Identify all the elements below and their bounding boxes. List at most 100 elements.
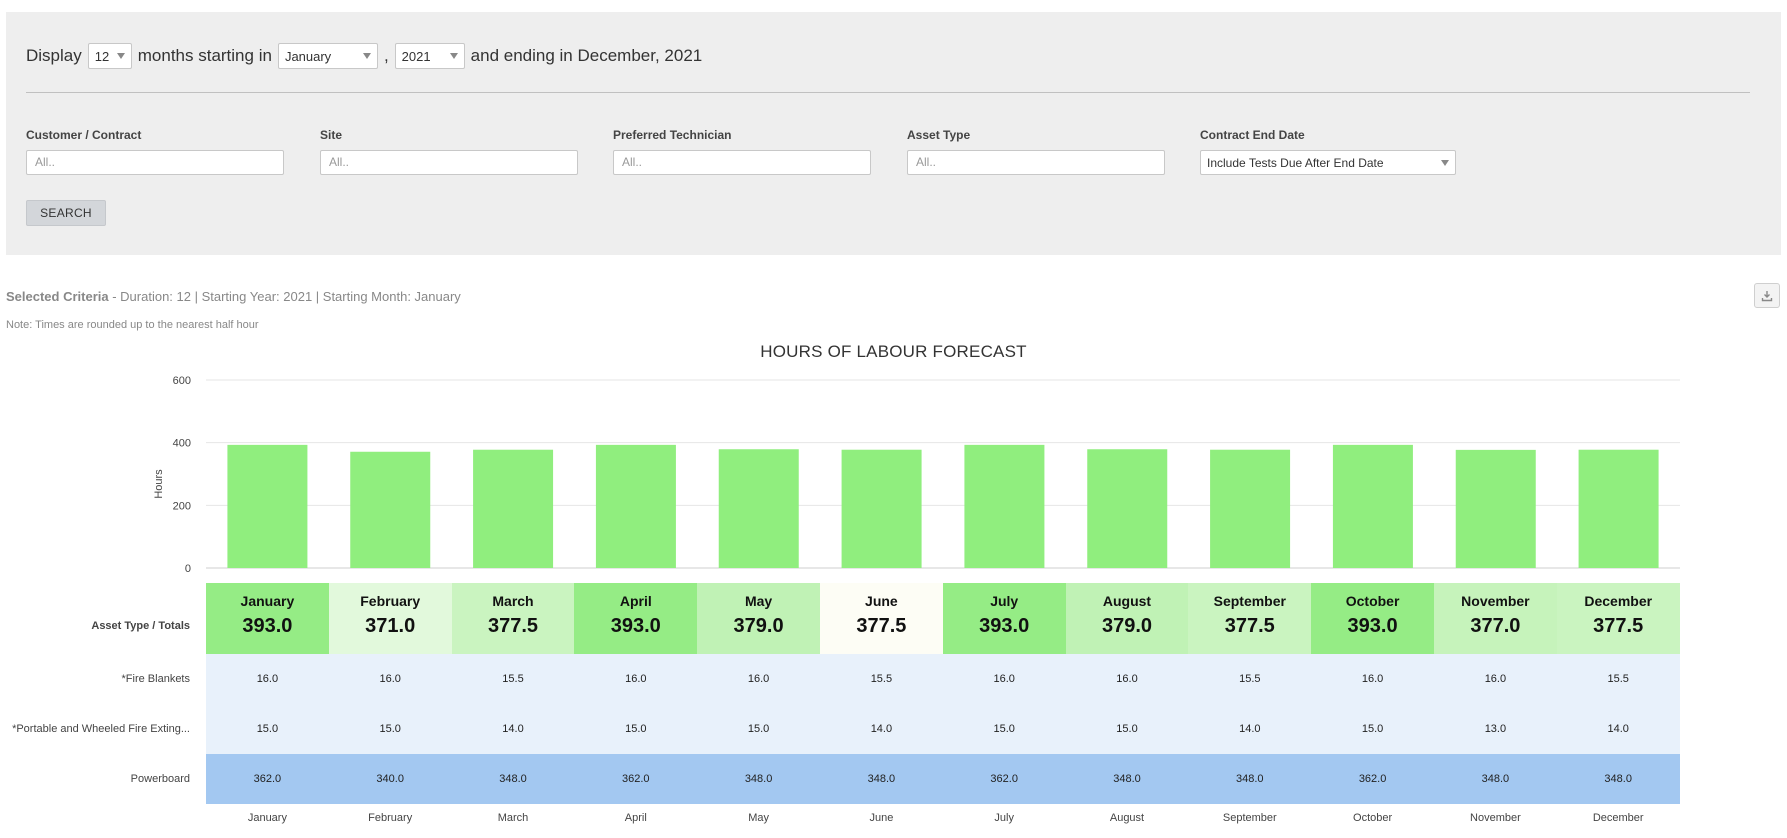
asset-value-cell: 14.0 [820, 704, 943, 754]
asset-value-cell: 15.5 [451, 654, 575, 704]
months-starting-label: months starting in [137, 46, 272, 65]
totals-row-label: Asset Type / Totals [91, 620, 190, 632]
months-count-select[interactable]: 12 [87, 43, 132, 69]
site-label: Site [320, 128, 343, 142]
bar-september[interactable] [1210, 449, 1291, 568]
chevron-down-icon [1441, 160, 1449, 166]
asset-value-cell: 15.5 [1556, 654, 1680, 704]
asset-value-cell: 16.0 [1434, 654, 1557, 704]
asset-value-cell: 16.0 [1311, 654, 1434, 704]
total-hours-value: 377.5 [856, 615, 907, 637]
asset-value-cell: 14.0 [1556, 704, 1680, 754]
ending-label: and ending in December, 2021 [470, 46, 703, 65]
y-tick-label: 200 [173, 500, 191, 512]
y-tick-label: 0 [185, 563, 191, 575]
bar-february[interactable] [350, 451, 431, 568]
y-tick-label: 400 [173, 438, 191, 450]
total-hours-value: 379.0 [1101, 615, 1153, 637]
customer-contract-label: Customer / Contract [26, 128, 142, 142]
total-cell-september: September 377.5 [1188, 583, 1312, 654]
start-month-select[interactable]: January [277, 43, 378, 69]
footer-month-label: October [1353, 812, 1393, 824]
chevron-down-icon [449, 53, 458, 59]
asset-value-cell: 362.0 [574, 754, 698, 804]
selected-criteria-label: Selected Criteria [6, 289, 109, 304]
asset-value-cell: 362.0 [206, 754, 329, 804]
y-axis-label: Hours [153, 469, 165, 499]
asset-type-input[interactable]: All.. [907, 150, 1165, 175]
total-cell-january: January 393.0 [206, 583, 329, 654]
selected-criteria-text: - Duration: 12 | Starting Year: 2021 | S… [108, 289, 461, 304]
display-range-row: Display 12 months starting in January , … [26, 42, 708, 70]
search-button[interactable]: SEARCH [26, 200, 106, 226]
asset-value-cell: 348.0 [697, 754, 820, 804]
contract-end-date-label: Contract End Date [1200, 128, 1305, 142]
asset-value-cell: 16.0 [574, 654, 698, 704]
footer-month-label: March [497, 812, 529, 824]
total-month-label: March [492, 593, 534, 609]
total-month-label: July [990, 593, 1019, 609]
asset-value-cell: 15.0 [1065, 704, 1189, 754]
total-hours-value: 379.0 [733, 615, 784, 637]
site-input[interactable]: All.. [320, 150, 578, 175]
asset-value-cell: 16.0 [328, 654, 452, 704]
total-hours-value: 393.0 [610, 615, 661, 637]
total-month-label: October [1345, 593, 1400, 609]
bar-july[interactable] [964, 444, 1045, 568]
asset-value-cell: 348.0 [1434, 754, 1557, 804]
total-cell-april: April 393.0 [574, 583, 698, 654]
bar-january[interactable] [227, 444, 308, 568]
footer-month-label: May [748, 812, 769, 824]
total-cell-march: March 377.5 [451, 583, 575, 654]
footer-month-label: June [869, 812, 894, 824]
total-cell-november: November 377.0 [1434, 583, 1557, 654]
bar-june[interactable] [841, 449, 922, 568]
bar-march[interactable] [473, 449, 554, 568]
hours-bar-chart: 0 200 400 600 Hours [153, 375, 1680, 575]
asset-value-cell: 340.0 [328, 754, 452, 804]
total-hours-value: 371.0 [365, 615, 416, 637]
bar-april[interactable] [595, 444, 676, 568]
contract-end-date-select[interactable]: Include Tests Due After End Date [1200, 150, 1456, 175]
customer-contract-field: Customer / Contract All.. [26, 128, 284, 175]
asset-value-cell: 362.0 [942, 754, 1066, 804]
asset-value-cell: 14.0 [1188, 704, 1312, 754]
preferred-technician-label: Preferred Technician [613, 128, 732, 142]
asset-value-cell: 348.0 [820, 754, 943, 804]
footer-month-label: July [994, 812, 1014, 824]
total-month-label: May [744, 593, 773, 609]
start-year-value: 2021 [401, 48, 431, 64]
total-cell-october: October 393.0 [1311, 583, 1434, 654]
preferred-technician-input[interactable]: All.. [613, 150, 871, 175]
bar-may[interactable] [718, 449, 799, 568]
total-month-label: December [1584, 593, 1653, 609]
total-hours-value: 377.5 [487, 615, 539, 637]
start-month-value: January [284, 48, 332, 64]
bar-august[interactable] [1087, 449, 1168, 568]
download-button[interactable] [1754, 283, 1780, 308]
total-cell-february: February 371.0 [328, 583, 452, 654]
total-hours-value: 393.0 [242, 615, 293, 637]
asset-value-cell: 14.0 [451, 704, 575, 754]
start-year-select[interactable]: 2021 [394, 43, 465, 69]
bar-november[interactable] [1455, 449, 1536, 568]
total-month-label: August [1102, 593, 1152, 609]
footer-month-label: December [1592, 812, 1644, 824]
months-count-value: 12 [94, 48, 110, 64]
divider [26, 92, 1750, 93]
bar-october[interactable] [1332, 444, 1413, 568]
filter-panel: Display 12 months starting in January , … [6, 12, 1781, 255]
asset-value-cell: 348.0 [1065, 754, 1189, 804]
asset-row-label: Powerboard [130, 773, 190, 785]
chart-title: HOURS OF LABOUR FORECAST [760, 342, 1027, 361]
rounding-note: Note: Times are rounded up to the neares… [6, 319, 259, 331]
asset-value-cell: 15.5 [820, 654, 943, 704]
total-month-label: January [240, 593, 295, 609]
asset-value-cell: 348.0 [1188, 754, 1312, 804]
asset-value-cell: 15.0 [574, 704, 698, 754]
total-month-label: November [1461, 593, 1530, 609]
asset-row-label: *Fire Blankets [121, 673, 190, 685]
asset-value-cell: 15.0 [206, 704, 329, 754]
customer-contract-input[interactable]: All.. [26, 150, 284, 175]
bar-december[interactable] [1578, 449, 1659, 568]
